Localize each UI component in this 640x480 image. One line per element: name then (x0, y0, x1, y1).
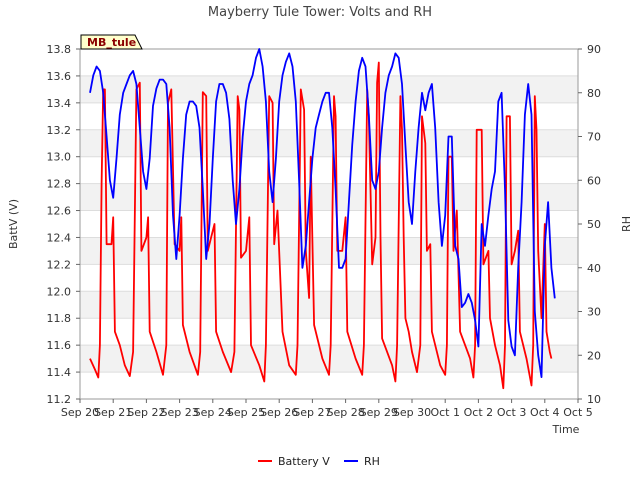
y-left-tick-label: 13.4 (47, 97, 72, 110)
y-right-tick-label: 10 (587, 393, 601, 406)
grid-band (80, 129, 578, 157)
y-left-tick-label: 12.2 (47, 258, 72, 271)
x-tick-label: Sep 20 (61, 406, 99, 419)
x-tick-label: Sep 29 (360, 406, 398, 419)
legend-battery-label: Battery V (278, 455, 330, 468)
y-left-tick-label: 11.6 (47, 339, 72, 352)
y-left-tick-label: 12.6 (47, 205, 72, 218)
y-left-tick-label: 12.4 (47, 231, 72, 244)
left-axis-ticks: 11.2 11.4 11.6 11.8 12.0 12.2 12.4 12.6 12.8 13.0… (47, 43, 80, 406)
y-right-tick-label: 20 (587, 349, 601, 362)
y-left-tick-label: 13.2 (47, 124, 72, 137)
y-axis-right-label: RH (620, 216, 633, 232)
x-tick-label: Sep 30 (393, 406, 431, 419)
battery-v-series-line (89, 61, 553, 390)
y-right-tick-label: 50 (587, 218, 601, 231)
background-bands (80, 48, 578, 400)
y-right-tick-label: 70 (587, 131, 601, 144)
y-right-tick-label: 40 (587, 262, 601, 275)
x-tick-label: Oct 4 (530, 406, 560, 419)
y-left-tick-label: 13.0 (47, 151, 72, 164)
x-tick-label: Sep 28 (326, 406, 364, 419)
x-tick-label: Sep 27 (293, 406, 331, 419)
y-left-tick-label: 13.8 (47, 43, 72, 56)
y-left-tick-label: 12.8 (47, 178, 72, 191)
y-right-tick-label: 30 (587, 306, 601, 319)
x-tick-label: Oct 3 (497, 406, 527, 419)
station-badge-label: MB_tule (87, 36, 136, 49)
grid-band (80, 237, 578, 265)
x-tick-label: Sep 24 (194, 406, 232, 419)
x-tick-label: Oct 1 (430, 406, 460, 419)
legend-rh-label: RH (364, 455, 380, 468)
x-tick-label: Sep 23 (160, 406, 198, 419)
y-right-tick-label: 80 (587, 87, 601, 100)
y-left-tick-label: 11.2 (47, 393, 72, 406)
rh-series-line (89, 48, 556, 378)
x-tick-label: Oct 5 (563, 406, 593, 419)
right-axis-ticks: 10 20 30 40 50 60 70 80 90 (578, 43, 601, 406)
legend: Battery V RH (258, 455, 380, 468)
grid-band (80, 183, 578, 211)
y-right-tick-label: 60 (587, 174, 601, 187)
x-tick-label: Sep 26 (260, 406, 298, 419)
x-axis-label: Time (552, 423, 580, 436)
x-tick-label: Oct 2 (464, 406, 494, 419)
y-right-tick-label: 90 (587, 43, 601, 56)
y-axis-left-label: BattV (V) (7, 199, 20, 249)
x-tick-label: Sep 21 (94, 406, 132, 419)
chart-title: Mayberry Tule Tower: Volts and RH (208, 5, 432, 20)
station-badge: MB_tule (80, 34, 143, 50)
x-tick-label: Sep 25 (227, 406, 265, 419)
series-lines (89, 48, 556, 390)
y-left-tick-label: 11.8 (47, 312, 72, 325)
x-tick-label: Sep 22 (127, 406, 165, 419)
y-left-tick-label: 13.6 (47, 70, 72, 83)
y-left-tick-label: 11.4 (47, 366, 72, 379)
y-left-tick-label: 12.0 (47, 285, 72, 298)
grid-band (80, 291, 578, 319)
